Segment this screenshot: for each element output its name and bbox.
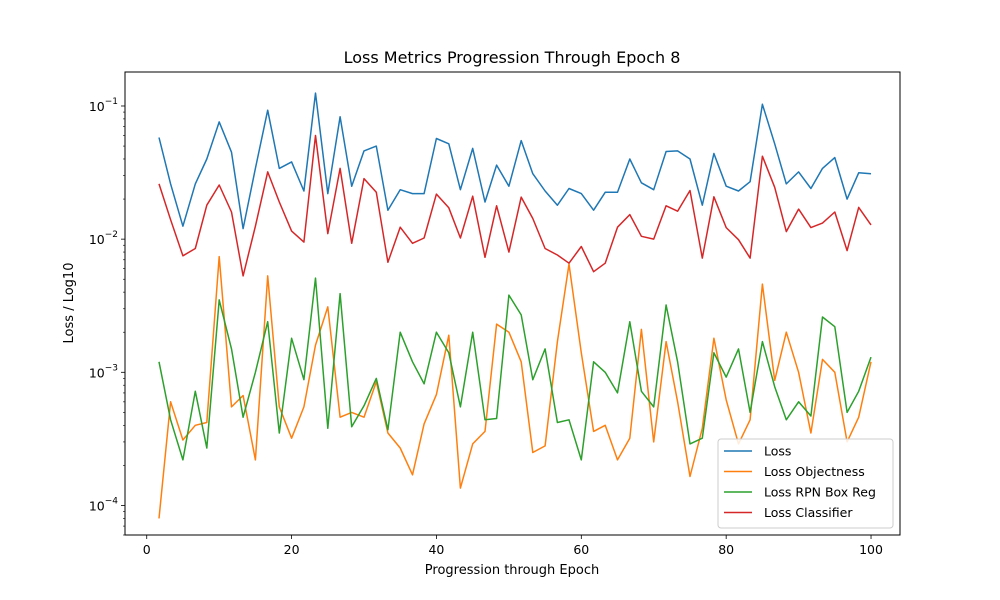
x-tick-label: 60 <box>573 542 589 557</box>
x-tick-label: 100 <box>859 542 883 557</box>
x-axis-label: Progression through Epoch <box>425 563 599 578</box>
x-tick-label: 80 <box>718 542 734 557</box>
y-tick-label: 10−1 <box>89 97 118 114</box>
series-line-0 <box>158 92 872 230</box>
y-axis-label: Loss / Log10 <box>62 263 77 344</box>
x-axis: 0 20 40 60 80 100 <box>143 535 883 557</box>
series-line-2 <box>158 277 872 461</box>
y-tick-label: 10−3 <box>89 363 118 380</box>
plot-frame <box>124 71 901 536</box>
y-axis: 10−4 10−3 10−2 10−1 <box>89 97 125 536</box>
legend: Loss Loss Objectness Loss RPN Box Reg Loss … <box>717 438 894 529</box>
x-tick-label: 40 <box>428 542 444 557</box>
legend-label-2: Loss RPN Box Reg <box>764 485 876 500</box>
x-tick-label: 0 <box>143 542 151 557</box>
y-tick-label: 10−4 <box>89 496 118 513</box>
plot-lines <box>158 92 872 519</box>
legend-label-0: Loss <box>764 444 791 459</box>
series-line-3 <box>158 134 872 277</box>
x-tick-label: 20 <box>284 542 300 557</box>
chart-title: Loss Metrics Progression Through Epoch 8 <box>344 48 681 67</box>
legend-box <box>717 438 894 529</box>
legend-label-3: Loss Classifier <box>764 505 853 520</box>
y-tick-label: 10−2 <box>89 230 118 247</box>
legend-label-1: Loss Objectness <box>764 464 865 479</box>
